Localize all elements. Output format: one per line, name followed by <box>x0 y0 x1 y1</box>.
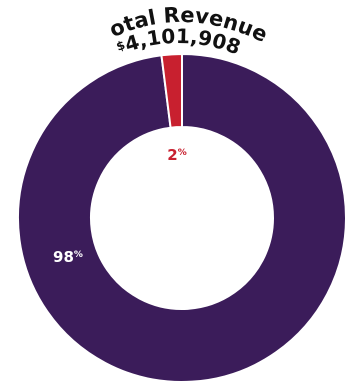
donut-slice-2-percent <box>160 52 183 129</box>
donut-slice-98-percent <box>17 52 347 383</box>
slice-label-98-percent: 98% <box>53 248 83 266</box>
donut-slices <box>17 52 347 383</box>
donut-labels: 98%2% <box>53 146 187 266</box>
slice-label-2-percent: 2% <box>167 146 186 164</box>
slice-label-number: 2 <box>167 146 177 164</box>
slice-label-percent-symbol: % <box>74 250 83 260</box>
slice-label-number: 98 <box>53 248 74 266</box>
slice-label-percent-symbol: % <box>178 148 187 158</box>
